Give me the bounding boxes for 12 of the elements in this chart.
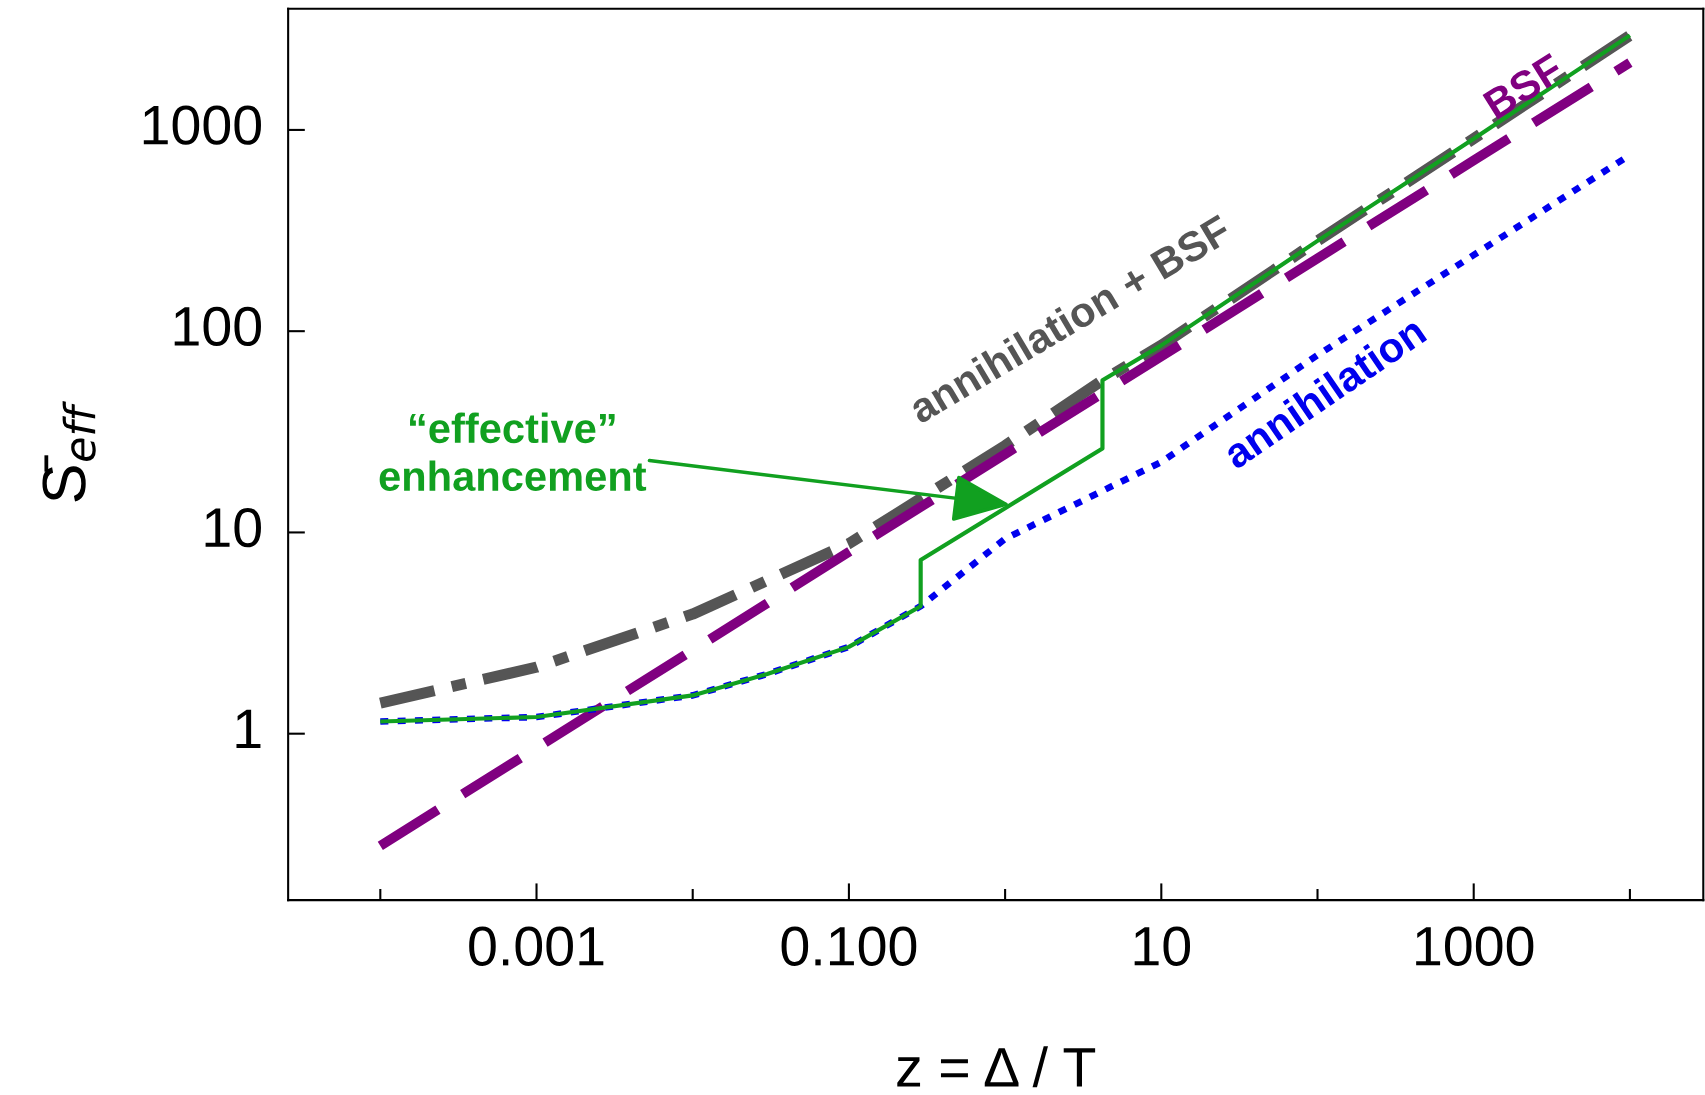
y-tick-label: 100 — [174, 306, 261, 347]
y-tick-label: 1 — [236, 709, 261, 749]
x-axis-title: z = Δ / T — [897, 1046, 1096, 1088]
x-tick-label: 1000 — [1416, 926, 1534, 966]
y-axis-title: S̄$_{eff}$ — [42, 401, 96, 502]
x-tick-label: 0.100 — [781, 926, 917, 966]
y-tick-label: 1000 — [143, 105, 261, 145]
x-tick-label: 0.001 — [469, 926, 604, 966]
annotation: “effective” enhancement — [379, 412, 647, 492]
text: BSF — [1482, 52, 1565, 120]
y-tick-label: 10 — [205, 508, 261, 548]
x-tick-label: 10 — [1134, 926, 1191, 966]
